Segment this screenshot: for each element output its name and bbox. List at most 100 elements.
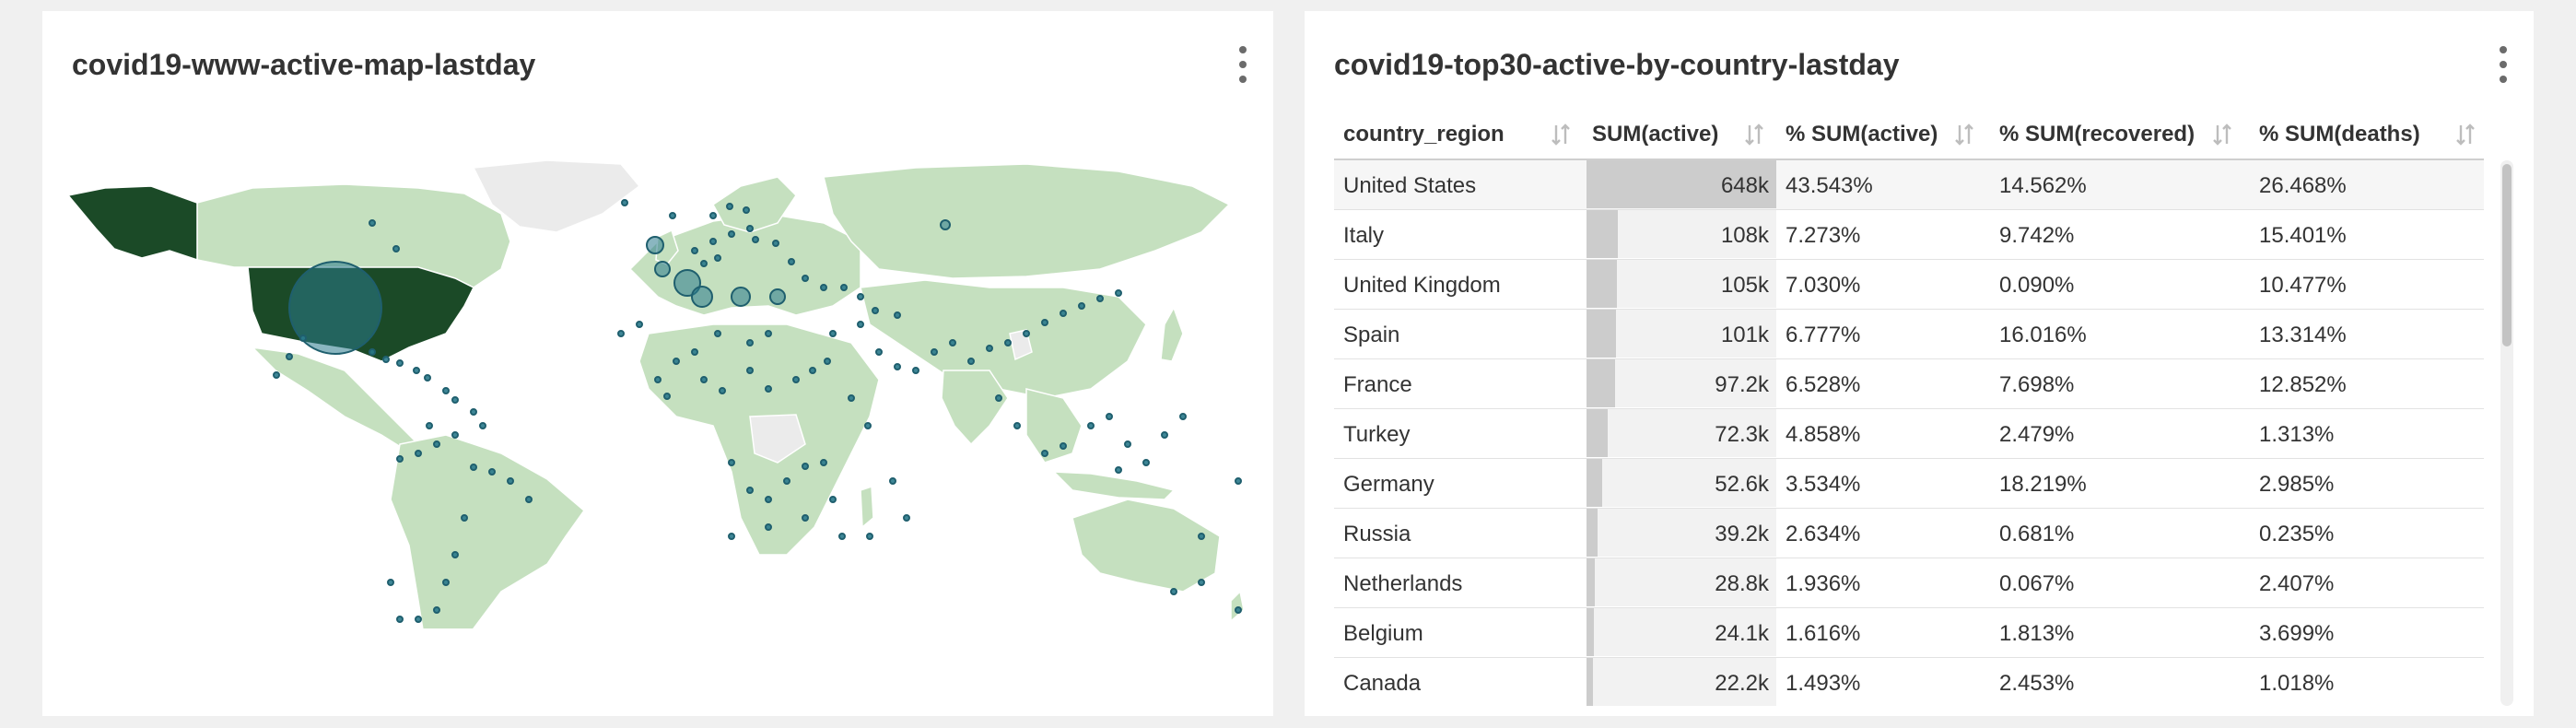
map-bubble[interactable] [382, 356, 390, 363]
column-header-sum-active[interactable]: SUM(active) [1592, 122, 1719, 147]
map-bubble[interactable] [1198, 533, 1205, 540]
map-bubble[interactable] [646, 236, 664, 254]
map-bubble[interactable] [663, 393, 671, 400]
map-bubble[interactable] [719, 387, 726, 394]
map-bubble[interactable] [866, 533, 873, 540]
map-bubble[interactable] [1060, 310, 1067, 317]
map-bubble[interactable] [894, 363, 901, 370]
map-bubble[interactable] [949, 339, 956, 346]
table-row[interactable]: France 97.2k 6.528% 7.698% 12.852% [1334, 359, 2484, 409]
table-row[interactable]: Italy 108k 7.273% 9.742% 15.401% [1334, 210, 2484, 260]
map-bubble[interactable] [746, 367, 754, 374]
map-bubble[interactable] [461, 514, 468, 522]
table-row[interactable]: Russia 39.2k 2.634% 0.681% 0.235% [1334, 509, 2484, 558]
map-bubble[interactable] [1106, 413, 1113, 420]
map-bubble[interactable] [700, 260, 708, 267]
table-row[interactable]: United Kingdom 105k 7.030% 0.090% 10.477% [1334, 260, 2484, 310]
map-bubble[interactable] [728, 459, 735, 466]
map-bubble[interactable] [1087, 422, 1095, 429]
map-bubble[interactable] [1013, 422, 1021, 429]
map-bubble[interactable] [709, 238, 717, 245]
map-bubble[interactable] [413, 367, 420, 374]
map-bubble[interactable] [829, 330, 837, 337]
map-bubble[interactable] [288, 261, 382, 355]
map-bubble[interactable] [470, 464, 477, 471]
map-bubble[interactable] [726, 203, 733, 210]
more-options-icon[interactable] [1233, 44, 1251, 85]
map-bubble[interactable] [1041, 450, 1048, 457]
map-bubble[interactable] [820, 459, 827, 466]
map-bubble[interactable] [752, 236, 759, 243]
map-bubble[interactable] [1023, 330, 1030, 337]
map-bubble[interactable] [940, 219, 951, 230]
map-bubble[interactable] [1170, 588, 1177, 595]
map-bubble[interactable] [451, 431, 459, 439]
map-bubble[interactable] [728, 230, 735, 238]
map-bubble[interactable] [286, 353, 293, 360]
map-bubble[interactable] [875, 348, 883, 356]
map-bubble[interactable] [442, 579, 450, 586]
table-scrollbar[interactable] [2500, 160, 2513, 706]
map-bubble[interactable] [1235, 606, 1242, 614]
map-bubble[interactable] [451, 396, 459, 404]
map-bubble[interactable] [1078, 302, 1085, 310]
sort-icon[interactable] [1743, 122, 1765, 147]
map-bubble[interactable] [1142, 459, 1150, 466]
map-bubble[interactable] [433, 606, 440, 614]
column-header-pct-recovered[interactable]: % SUM(recovered) [1999, 122, 2195, 147]
map-bubble[interactable] [273, 371, 280, 379]
map-bubble[interactable] [617, 330, 625, 337]
map-bubble[interactable] [525, 496, 533, 503]
more-options-icon[interactable] [2493, 44, 2512, 85]
map-bubble[interactable] [840, 284, 848, 291]
map-bubble[interactable] [691, 348, 698, 356]
map-bubble[interactable] [765, 385, 772, 393]
map-bubble[interactable] [369, 348, 376, 356]
map-bubble[interactable] [746, 225, 754, 232]
map-bubble[interactable] [387, 579, 394, 586]
map-bubble[interactable] [746, 339, 754, 346]
map-bubble[interactable] [451, 551, 459, 558]
map-bubble[interactable] [415, 450, 422, 457]
map-bubble[interactable] [986, 345, 993, 352]
column-header-pct-deaths[interactable]: % SUM(deaths) [2259, 122, 2420, 147]
map-bubble[interactable] [299, 335, 307, 342]
map-bubble[interactable] [857, 321, 864, 328]
map-bubble[interactable] [1060, 442, 1067, 450]
sort-icon[interactable] [2211, 122, 2233, 147]
map-bubble[interactable] [714, 330, 721, 337]
map-bubble[interactable] [673, 269, 701, 297]
table-row[interactable]: Spain 101k 6.777% 16.016% 13.314% [1334, 310, 2484, 359]
map-bubble[interactable] [802, 463, 809, 470]
map-bubble[interactable] [772, 240, 779, 247]
map-bubble[interactable] [820, 284, 827, 291]
map-bubble[interactable] [426, 422, 433, 429]
map-bubble[interactable] [967, 358, 975, 365]
map-bubble[interactable] [889, 477, 896, 485]
map-bubble[interactable] [1161, 431, 1168, 439]
map-bubble[interactable] [792, 376, 800, 383]
table-row[interactable]: United States 648k 43.543% 14.562% 26.468% [1334, 160, 2484, 210]
map-bubble[interactable] [691, 286, 713, 308]
map-bubble[interactable] [479, 422, 486, 429]
map-bubble[interactable] [731, 287, 751, 307]
map-bubble[interactable] [654, 376, 662, 383]
map-bubble[interactable] [802, 514, 809, 522]
map-bubble[interactable] [424, 374, 431, 382]
table-row[interactable]: Netherlands 28.8k 1.936% 0.067% 2.407% [1334, 558, 2484, 608]
map-bubble[interactable] [809, 367, 816, 374]
scrollbar-thumb[interactable] [2502, 164, 2512, 346]
map-bubble[interactable] [470, 408, 477, 416]
map-bubble[interactable] [1124, 440, 1131, 448]
map-bubble[interactable] [838, 533, 846, 540]
column-header-country[interactable]: country_region [1343, 122, 1505, 147]
map-bubble[interactable] [746, 487, 754, 494]
table-row[interactable]: Belgium 24.1k 1.616% 1.813% 3.699% [1334, 608, 2484, 658]
map-bubble[interactable] [1096, 295, 1104, 302]
map-bubble[interactable] [392, 245, 400, 252]
map-bubble[interactable] [765, 496, 772, 503]
map-bubble[interactable] [765, 330, 772, 337]
map-bubble[interactable] [769, 288, 786, 305]
map-bubble[interactable] [995, 394, 1002, 402]
map-bubble[interactable] [396, 455, 404, 463]
